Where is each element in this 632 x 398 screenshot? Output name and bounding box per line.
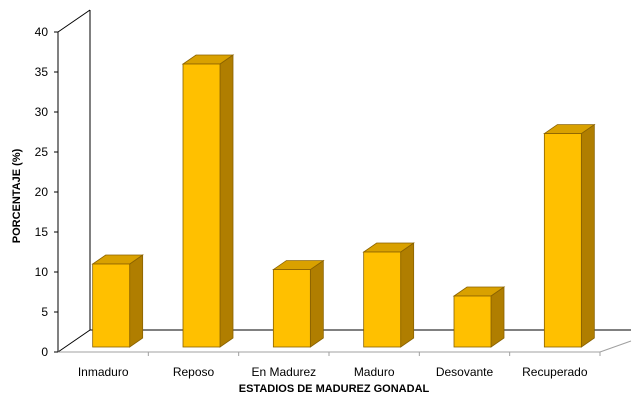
bar-inmaduro — [91, 254, 144, 348]
bar-desovante — [452, 286, 506, 348]
x-axis-title: ESTADIOS DE MADUREZ GONADAL — [239, 383, 430, 395]
bar-en-madurez — [272, 259, 325, 348]
bar-front-face — [453, 295, 492, 348]
bar-front-face — [272, 269, 311, 348]
bar-side-face — [219, 54, 234, 348]
floor-left-edge — [57, 329, 91, 353]
y-tick-label: 10 — [35, 265, 49, 279]
y-tick-label: 5 — [41, 305, 48, 319]
y-tick-label: 30 — [35, 105, 49, 119]
bar-front-face — [543, 133, 582, 348]
y-tick-label: 0 — [41, 345, 48, 359]
y-tick-label: 35 — [35, 65, 49, 79]
x-axis-ticks: Inmaduro Reposo En Madurez Maduro Desovante R… — [78, 352, 601, 379]
side-wall-top-edge — [57, 9, 91, 33]
x-tick-label: En Madurez — [251, 365, 316, 379]
bar-front-face — [92, 263, 131, 348]
bar-recuperado — [543, 123, 596, 348]
bar-reposo — [181, 54, 235, 348]
bar-front-face — [363, 251, 402, 348]
bar-maduro — [362, 242, 415, 348]
x-tick-label: Reposo — [173, 365, 215, 379]
x-tick-label: Inmaduro — [78, 365, 129, 379]
floor-right-edge — [599, 340, 632, 353]
bar-side-face — [309, 259, 324, 348]
bar-side-face — [400, 242, 415, 348]
x-tick-label: Maduro — [354, 365, 395, 379]
y-axis-title: PORCENTAJE (%) — [11, 148, 23, 243]
x-tick-label: Desovante — [436, 365, 494, 379]
y-axis-ticks: 0 5 10 15 20 25 30 35 40 — [35, 25, 58, 359]
bar-side-face — [490, 286, 505, 348]
bar-front-face — [182, 63, 221, 348]
y-tick-label: 25 — [35, 145, 49, 159]
x-tick-label: Recuperado — [522, 365, 588, 379]
bar-side-face — [580, 123, 595, 348]
bar-side-face — [129, 254, 144, 348]
y-tick-label: 20 — [35, 185, 49, 199]
y-tick-label: 15 — [35, 225, 49, 239]
bars-group — [91, 54, 596, 348]
y-tick-label: 40 — [35, 25, 49, 39]
